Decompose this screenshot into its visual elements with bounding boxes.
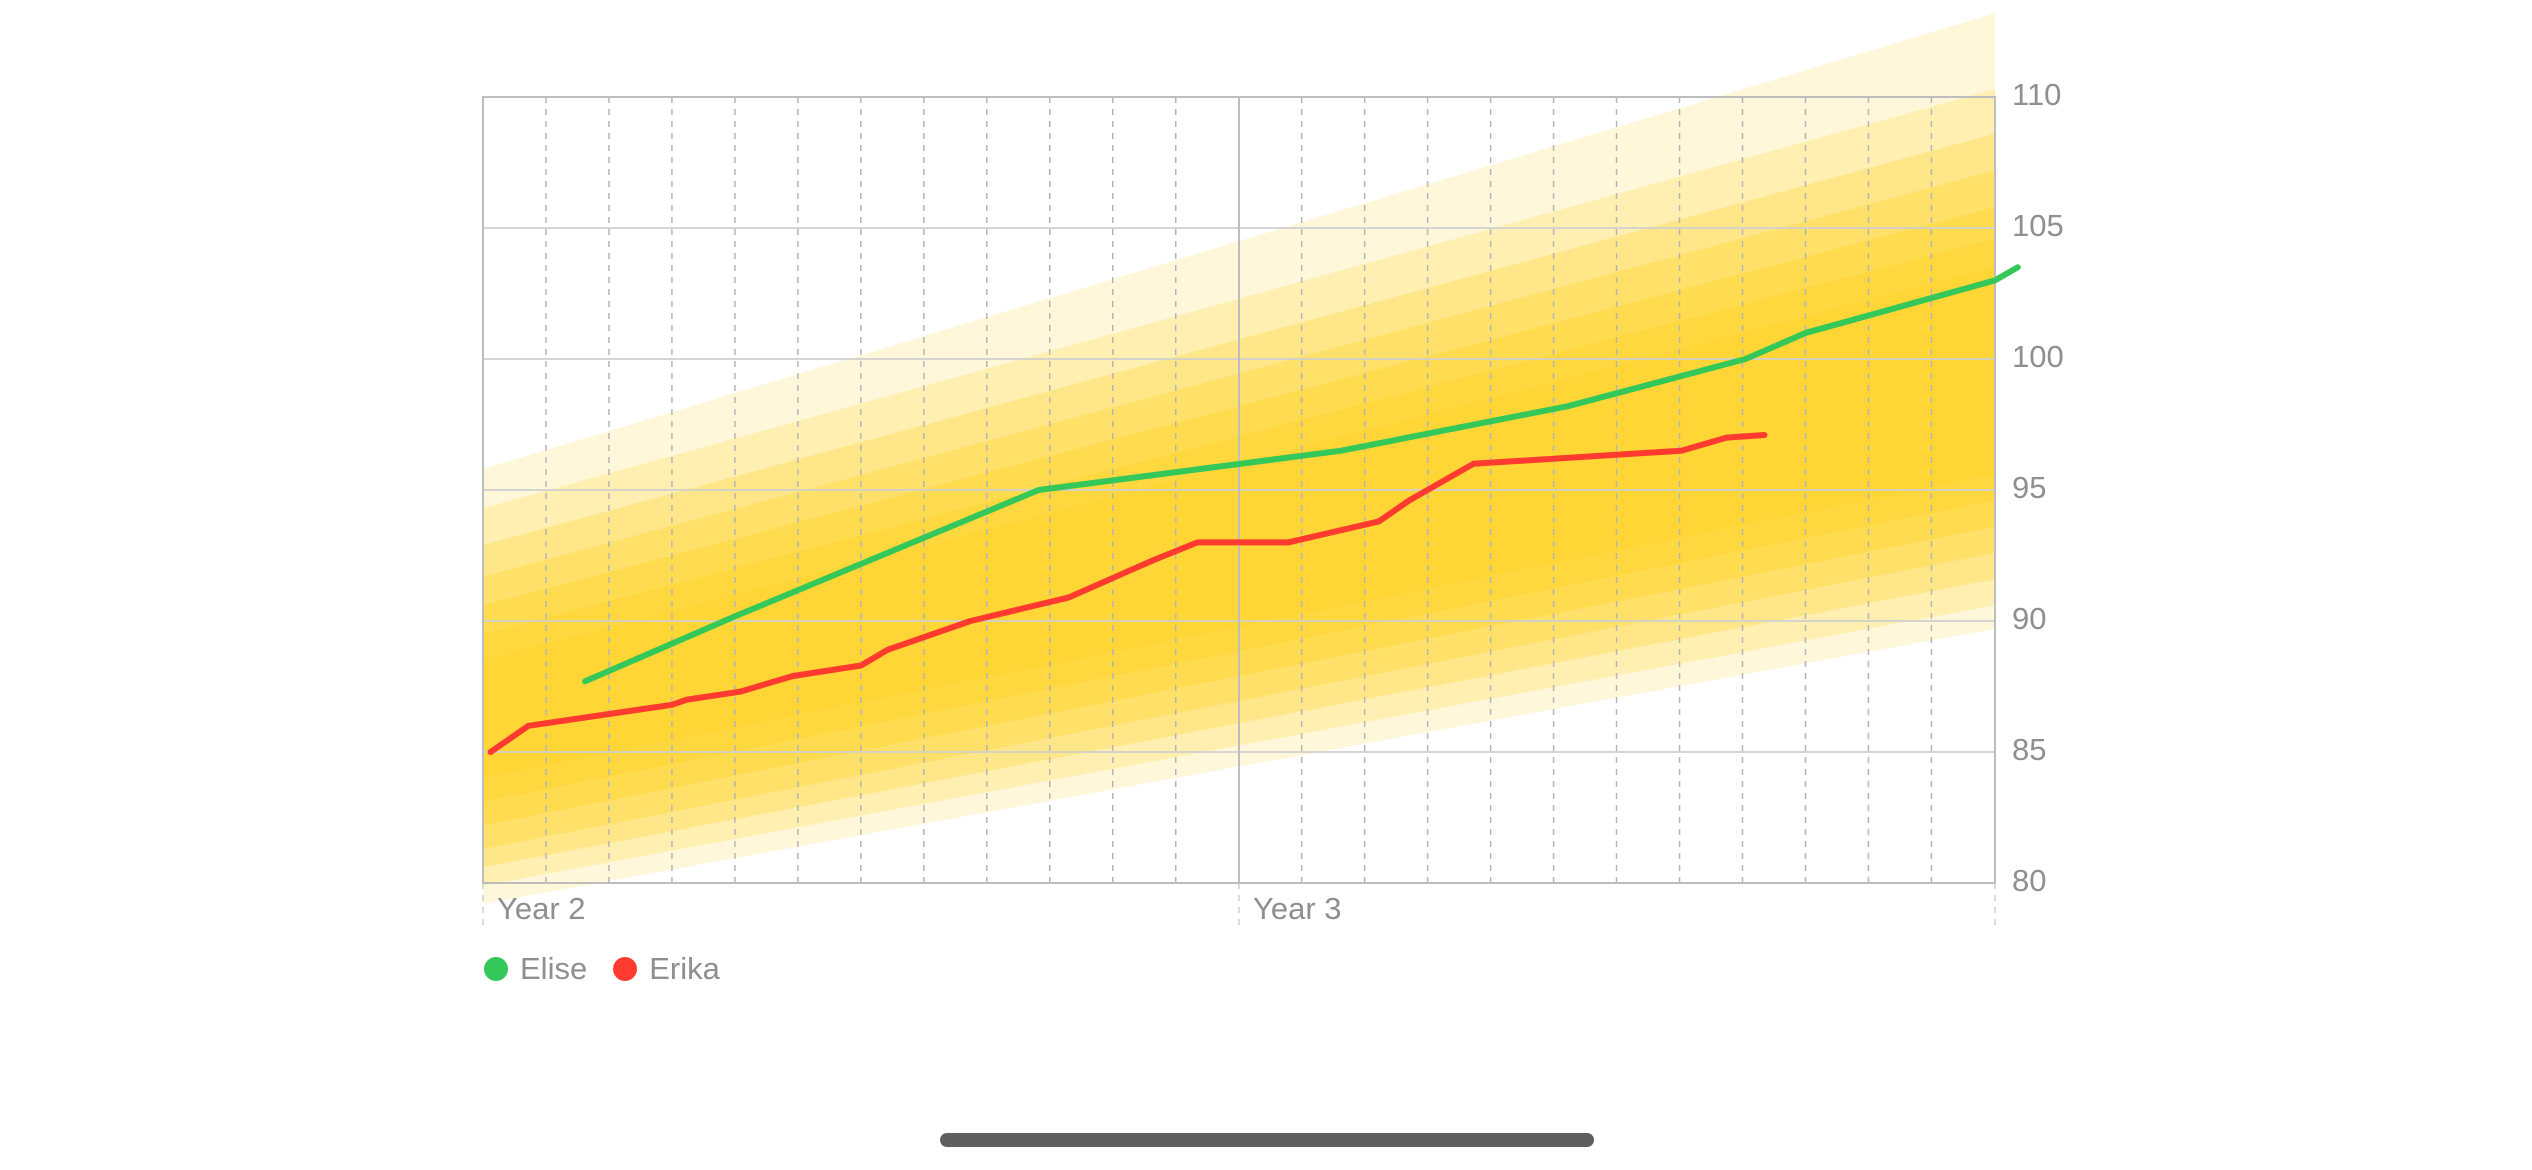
plot-frame [482, 96, 1996, 884]
y-tick-label: 110 [2012, 77, 2061, 112]
legend-label-elise: Elise [520, 951, 588, 986]
tick-labels: 80 85 90 95 100 105 110 Year 2 Year 3 [497, 77, 2064, 926]
y-tick-label: 105 [2012, 208, 2064, 243]
legend-item-erika: Erika [613, 951, 720, 987]
x-tick-label: Year 2 [497, 891, 586, 926]
grid [482, 96, 1996, 930]
home-indicator[interactable] [940, 1133, 1594, 1147]
x-tick-label: Year 3 [1253, 891, 1342, 926]
y-tick-label: 95 [2012, 470, 2046, 505]
legend-item-elise: Elise [484, 951, 587, 987]
y-tick-label: 85 [2012, 732, 2046, 767]
series-line-erika [487, 432, 1768, 755]
y-tick-label: 90 [2012, 601, 2046, 636]
legend: Elise Erika [484, 948, 720, 990]
series-lines [487, 264, 2021, 755]
series-line-elise [582, 264, 2021, 685]
legend-dot-erika [613, 957, 638, 981]
y-tick-label: 100 [2012, 339, 2064, 374]
y-tick-label: 80 [2012, 863, 2046, 898]
legend-dot-elise [484, 957, 508, 981]
legend-label-erika: Erika [649, 951, 720, 986]
